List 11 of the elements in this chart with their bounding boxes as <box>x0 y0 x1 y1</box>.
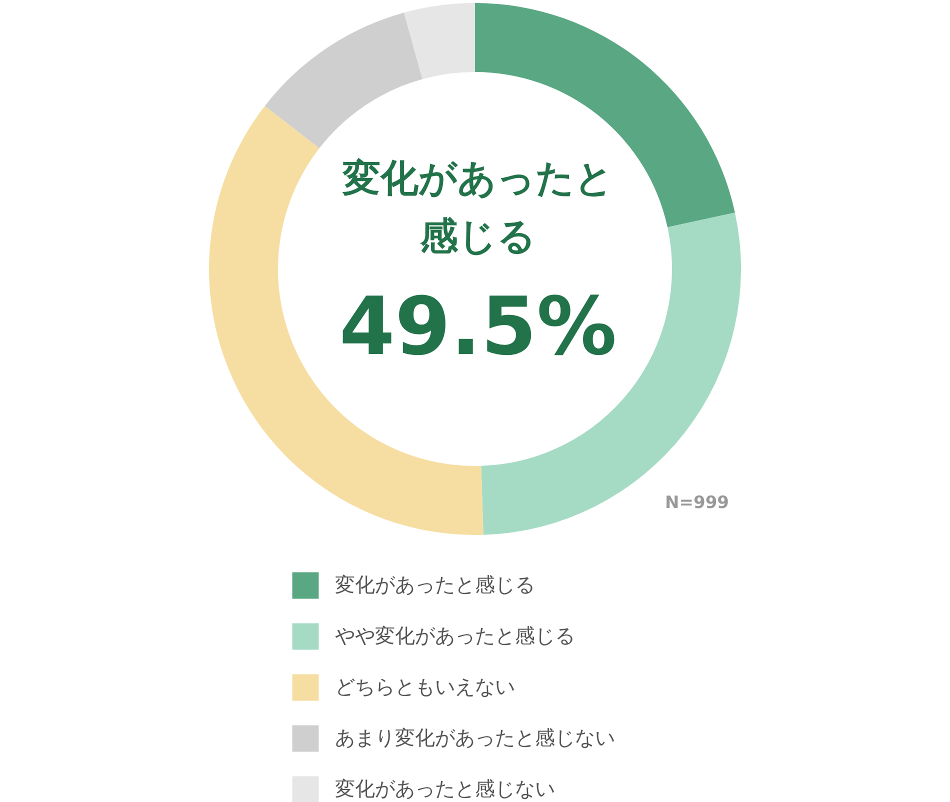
donut-slice <box>404 3 475 80</box>
text: 感じる <box>419 214 536 258</box>
text: 変化があったと <box>342 156 614 200</box>
donut-slice <box>264 12 422 148</box>
text: 49.5% <box>339 280 617 373</box>
legend-label: どちらともいえない <box>335 674 515 698</box>
legend-label: あまり変化があったと感じない <box>335 726 615 750</box>
legend-label: 変化があったと感じない <box>335 776 555 800</box>
legend-label: やや変化があったと感じる <box>335 624 575 648</box>
text: N=999 <box>665 493 729 513</box>
legend-label: 変化があったと感じる <box>335 572 535 596</box>
